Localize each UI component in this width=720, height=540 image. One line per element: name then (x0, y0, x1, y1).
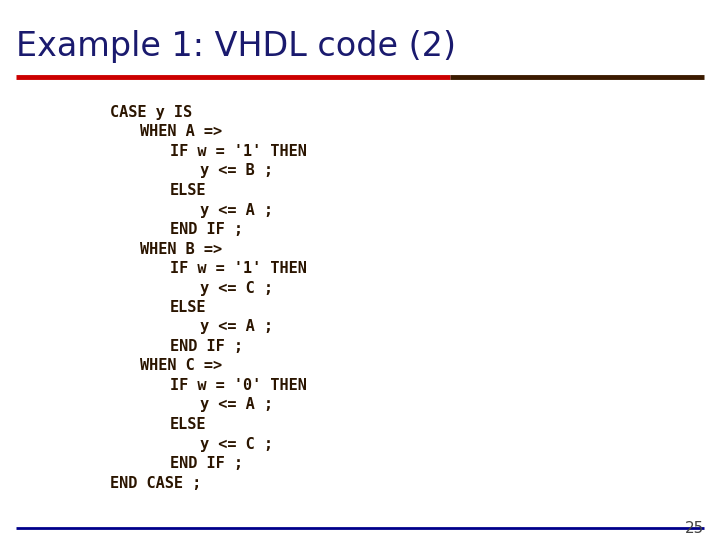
Text: y <= A ;: y <= A ; (200, 202, 273, 218)
Text: WHEN A =>: WHEN A => (140, 125, 222, 139)
Text: 25: 25 (685, 521, 704, 536)
Text: WHEN C =>: WHEN C => (140, 359, 222, 374)
Text: END IF ;: END IF ; (170, 222, 243, 237)
Text: y <= A ;: y <= A ; (200, 397, 273, 413)
Text: END IF ;: END IF ; (170, 339, 243, 354)
Text: Example 1: VHDL code (2): Example 1: VHDL code (2) (16, 30, 456, 63)
Text: ELSE: ELSE (170, 183, 207, 198)
Text: y <= A ;: y <= A ; (200, 320, 273, 334)
Text: IF w = '0' THEN: IF w = '0' THEN (170, 378, 307, 393)
Text: ELSE: ELSE (170, 300, 207, 315)
Text: CASE y IS: CASE y IS (110, 105, 192, 120)
Text: WHEN B =>: WHEN B => (140, 241, 222, 256)
Text: y <= B ;: y <= B ; (200, 164, 273, 179)
Text: y <= C ;: y <= C ; (200, 436, 273, 451)
Text: IF w = '1' THEN: IF w = '1' THEN (170, 144, 307, 159)
Text: IF w = '1' THEN: IF w = '1' THEN (170, 261, 307, 276)
Text: END CASE ;: END CASE ; (110, 476, 202, 490)
Text: y <= C ;: y <= C ; (200, 280, 273, 295)
Text: END IF ;: END IF ; (170, 456, 243, 471)
Text: ELSE: ELSE (170, 417, 207, 432)
